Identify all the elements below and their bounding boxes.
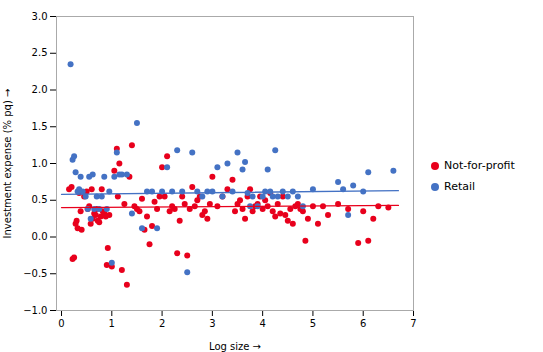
- svg-text:3.0: 3.0: [32, 11, 48, 22]
- svg-text:1: 1: [109, 318, 115, 329]
- html-text:Retail: Retail: [444, 180, 476, 193]
- svg-text:2.0: 2.0: [32, 84, 48, 95]
- svg-text:0.5: 0.5: [32, 194, 48, 205]
- svg-text:−0.5: −0.5: [23, 268, 47, 279]
- html-text:Not-for-profit: Not-for-profit: [444, 159, 515, 172]
- svg-text:1.5: 1.5: [32, 121, 48, 132]
- svg-text:Log size →: Log size →: [209, 341, 261, 352]
- svg-text:6: 6: [360, 318, 366, 329]
- svg-text:Investment expense (% pq) →: Investment expense (% pq) →: [2, 89, 13, 239]
- svg-text:−1.0: −1.0: [23, 305, 47, 316]
- svg-text:0: 0: [58, 318, 64, 329]
- svg-text:5: 5: [310, 318, 316, 329]
- svg-text:1.0: 1.0: [32, 158, 48, 169]
- svg-text:2.5: 2.5: [32, 47, 48, 58]
- svg-text:4: 4: [259, 318, 265, 329]
- svg-text:2: 2: [159, 318, 165, 329]
- svg-text:3: 3: [209, 318, 215, 329]
- svg-text:0.0: 0.0: [32, 231, 48, 242]
- svg-text:7: 7: [410, 318, 416, 329]
